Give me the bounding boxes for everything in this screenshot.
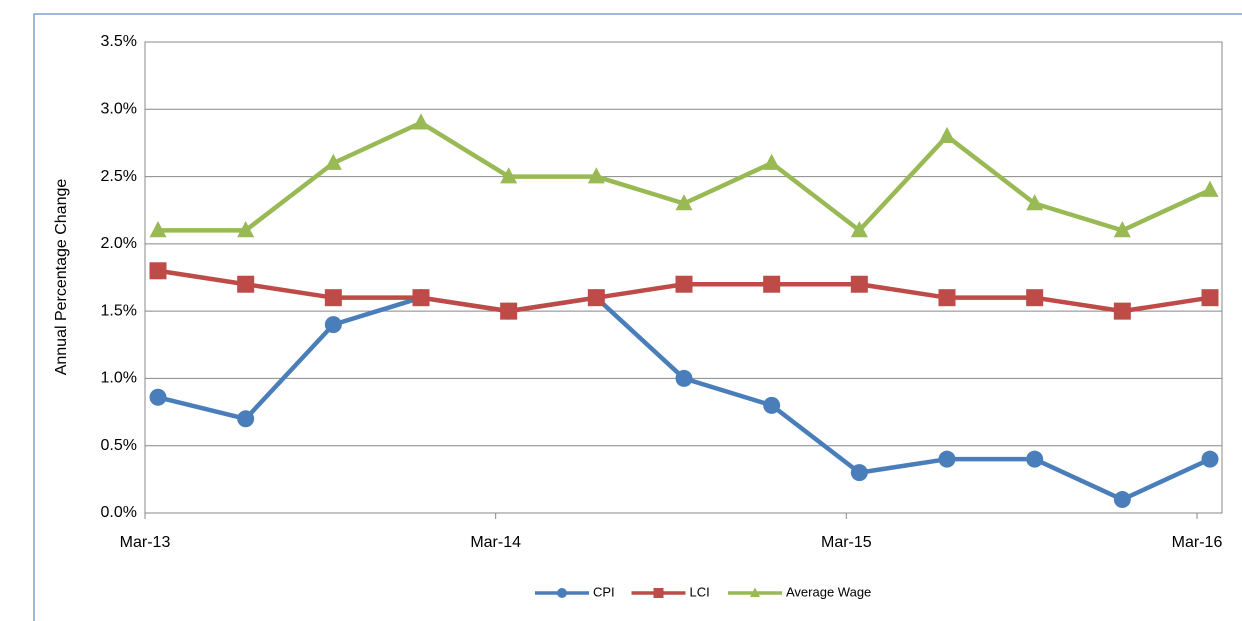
point	[324, 153, 342, 170]
y-tick-label: 1.0%	[101, 370, 137, 387]
point	[412, 113, 430, 130]
point	[237, 275, 255, 293]
point	[1026, 289, 1044, 307]
point	[237, 221, 255, 238]
legend-label: Average Wage	[786, 584, 871, 599]
point	[324, 316, 342, 334]
point	[675, 275, 693, 293]
point	[500, 167, 518, 184]
point	[675, 194, 693, 211]
x-tick-label: Mar-15	[821, 534, 872, 551]
point	[653, 588, 664, 598]
x-tick-label: Mar-16	[1172, 534, 1223, 551]
x-tick-label: Mar-14	[470, 534, 521, 551]
point	[1113, 491, 1131, 509]
point	[557, 588, 567, 598]
point	[1026, 450, 1044, 468]
point	[1201, 289, 1219, 307]
y-tick-label: 3.0%	[101, 101, 137, 118]
legend-label: LCI	[690, 584, 710, 599]
point	[412, 289, 430, 307]
point	[938, 126, 956, 143]
y-axis-label: Annual Percentage Change	[53, 179, 70, 376]
point	[763, 153, 781, 170]
frame	[33, 13, 1242, 621]
point	[500, 302, 518, 320]
point	[1113, 302, 1131, 320]
y-tick-label: 0.0%	[101, 504, 137, 521]
point	[763, 396, 781, 414]
point	[1113, 221, 1131, 238]
point	[1026, 194, 1044, 211]
y-tick-label: 3.5%	[101, 33, 137, 50]
point	[1201, 180, 1219, 197]
y-tick-label: 2.0%	[101, 235, 137, 252]
point	[149, 221, 167, 238]
point	[587, 167, 605, 184]
point	[1201, 450, 1219, 468]
point	[149, 388, 167, 406]
x-tick-label: Mar-13	[120, 534, 171, 551]
point	[750, 587, 760, 597]
legend-label: CPI	[593, 584, 615, 599]
point	[237, 410, 255, 428]
point	[938, 450, 956, 468]
point	[324, 289, 342, 307]
point	[149, 262, 167, 280]
point	[850, 221, 868, 238]
y-tick-label: 2.5%	[101, 168, 137, 185]
point	[850, 275, 868, 293]
plot-area	[144, 41, 1223, 514]
point	[675, 369, 693, 387]
point	[587, 289, 605, 307]
y-tick-label: 0.5%	[101, 437, 137, 454]
series-line	[157, 295, 1211, 502]
y-tick-label: 1.5%	[101, 302, 137, 319]
point	[938, 289, 956, 307]
point	[763, 275, 781, 293]
point	[850, 464, 868, 482]
